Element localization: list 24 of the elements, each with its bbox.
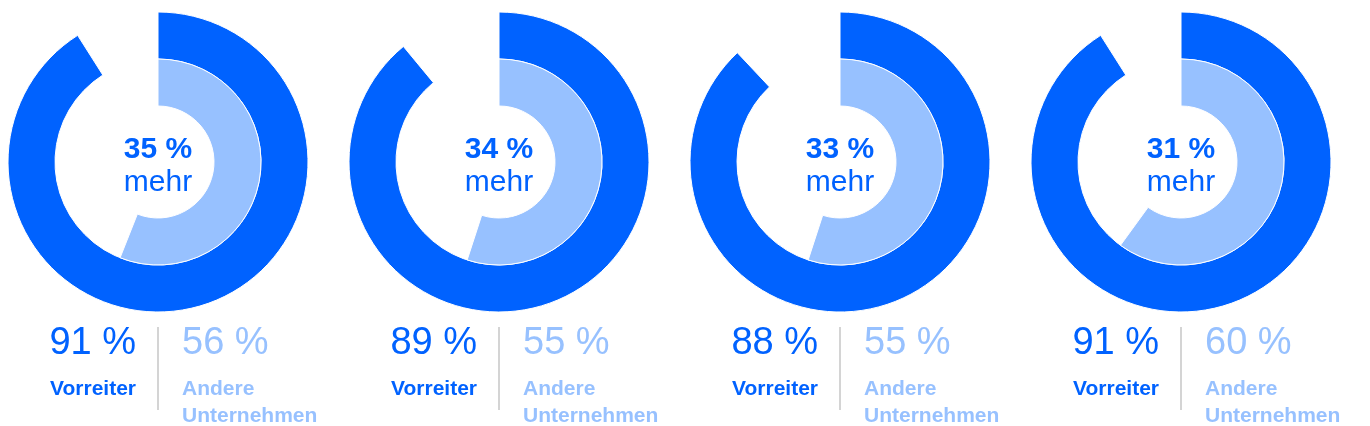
category-label: Andere Unternehmen [182, 376, 318, 426]
category-label: Andere Unternehmen [523, 376, 659, 426]
text: mehr [464, 164, 534, 197]
data-label: 91 % [1072, 320, 1159, 362]
category-label: Andere Unternehmen [1205, 376, 1341, 426]
data-label: 91 % [49, 320, 136, 362]
text: 35 % [123, 131, 193, 164]
category-label: Vorreiter [391, 376, 477, 399]
text: 33 % [805, 131, 875, 164]
data-label: 55 % [864, 320, 951, 362]
data-label: 88 % [731, 320, 818, 362]
text: mehr [123, 164, 193, 197]
text: mehr [1146, 164, 1216, 197]
data-label: 56 % [182, 320, 269, 362]
text: 31 % [1146, 131, 1216, 164]
category-label: Vorreiter [50, 376, 136, 399]
data-label: 55 % [523, 320, 610, 362]
category-label: Andere Unternehmen [864, 376, 1000, 426]
category-label: Vorreiter [732, 376, 818, 399]
data-label: 60 % [1205, 320, 1292, 362]
text: mehr [805, 164, 875, 197]
text: 34 % [464, 131, 534, 164]
data-label: 89 % [390, 320, 477, 362]
category-label: Vorreiter [1073, 376, 1159, 399]
